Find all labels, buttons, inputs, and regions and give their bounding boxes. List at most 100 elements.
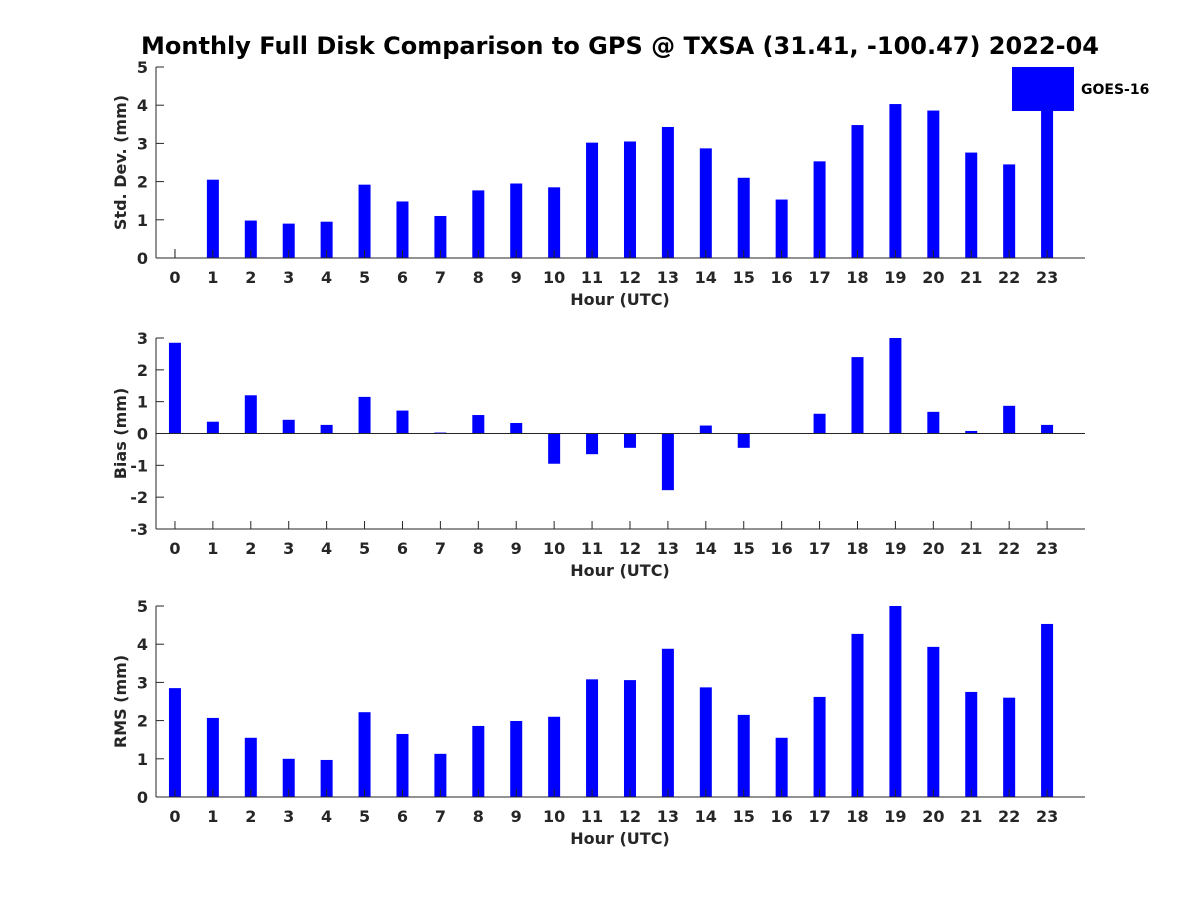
xtick-label-rms-21: 21 [960,807,982,826]
bar-rms-hour-13 [661,648,674,797]
ytick-label-stddev-4: 4 [137,96,148,115]
xlabel-stddev: Hour (UTC) [570,290,670,309]
ytick-label-rms-1: 1 [137,750,148,769]
xtick-label-rms-0: 0 [169,807,180,826]
bar-stddev-hour-14 [699,148,712,258]
xtick-label-bias-16: 16 [771,539,793,558]
xtick-label-bias-20: 20 [922,539,944,558]
bar-bias-hour-19 [889,338,902,434]
legend-label: GOES-16 [1081,82,1149,98]
xtick-label-bias-15: 15 [733,539,755,558]
ylabel-rms: RMS (mm) [111,655,130,748]
xtick-label-stddev-5: 5 [359,268,370,287]
xtick-label-bias-13: 13 [657,539,679,558]
xtick-label-stddev-1: 1 [207,268,218,287]
xlabel-bias: Hour (UTC) [570,561,670,580]
bar-bias-hour-14 [699,425,712,434]
bar-rms-hour-9 [510,720,523,797]
xtick-label-bias-12: 12 [619,539,641,558]
xtick-label-stddev-20: 20 [922,268,944,287]
bar-rms-hour-17 [813,696,826,797]
bar-rms-hour-21 [965,691,978,797]
xlabel-rms: Hour (UTC) [570,829,670,848]
ylabel-bias: Bias (mm) [111,388,130,480]
bar-stddev-hour-18 [851,125,864,258]
ytick-label-bias--3: -3 [130,520,148,539]
xtick-label-bias-21: 21 [960,539,982,558]
bar-rms-hour-5 [358,712,371,797]
xtick-label-rms-20: 20 [922,807,944,826]
xtick-label-stddev-2: 2 [245,268,256,287]
xtick-label-stddev-11: 11 [581,268,603,287]
bar-stddev-hour-11 [586,142,599,258]
bar-bias-hour-17 [813,413,826,434]
bar-rms-hour-3 [282,758,295,797]
bar-stddev-hour-19 [889,104,902,258]
xtick-label-bias-8: 8 [473,539,484,558]
xtick-label-stddev-14: 14 [695,268,717,287]
xtick-label-stddev-17: 17 [808,268,830,287]
xtick-label-bias-22: 22 [998,539,1020,558]
bar-bias-hour-10 [548,433,561,464]
xtick-label-rms-13: 13 [657,807,679,826]
bar-rms-hour-0 [168,688,181,797]
bar-stddev-hour-7 [434,215,447,258]
xtick-label-stddev-13: 13 [657,268,679,287]
xtick-label-rms-8: 8 [473,807,484,826]
ytick-label-stddev-5: 5 [137,58,148,77]
xtick-label-rms-10: 10 [543,807,565,826]
xtick-label-stddev-3: 3 [283,268,294,287]
xtick-label-stddev-21: 21 [960,268,982,287]
ytick-label-bias-2: 2 [137,361,148,380]
bar-rms-hour-22 [1003,697,1016,797]
bar-bias-hour-21 [965,430,978,434]
xtick-label-bias-9: 9 [511,539,522,558]
xtick-label-bias-19: 19 [884,539,906,558]
bar-stddev-hour-2 [244,220,257,258]
ytick-label-bias-1: 1 [137,393,148,412]
xtick-label-stddev-15: 15 [733,268,755,287]
xtick-label-bias-5: 5 [359,539,370,558]
bar-stddev-hour-12 [623,141,636,258]
bar-stddev-hour-16 [775,199,788,258]
bar-bias-hour-13 [661,433,674,491]
bar-bias-hour-15 [737,433,750,448]
xtick-label-bias-7: 7 [435,539,446,558]
bar-bias-hour-22 [1003,405,1016,434]
bar-rms-hour-15 [737,714,750,797]
xtick-label-stddev-22: 22 [998,268,1020,287]
legend: GOES-16 [1012,67,1149,111]
xtick-label-stddev-23: 23 [1036,268,1058,287]
bar-rms-hour-20 [927,646,940,797]
xtick-label-rms-17: 17 [808,807,830,826]
xtick-label-rms-7: 7 [435,807,446,826]
bar-rms-hour-6 [396,733,409,797]
ylabel-stddev: Std. Dev. (mm) [111,95,130,230]
xtick-label-bias-23: 23 [1036,539,1058,558]
xtick-label-rms-2: 2 [245,807,256,826]
ytick-label-bias-3: 3 [137,329,148,348]
ytick-label-bias-0: 0 [137,425,148,444]
bar-bias-hour-12 [623,433,636,448]
bar-bias-hour-8 [472,415,485,434]
bar-stddev-hour-8 [472,190,485,258]
bar-rms-hour-8 [472,725,485,797]
bar-stddev-hour-21 [965,152,978,258]
xtick-label-bias-17: 17 [808,539,830,558]
xtick-label-bias-1: 1 [207,539,218,558]
legend-swatch [1012,67,1074,111]
xtick-label-rms-9: 9 [511,807,522,826]
bar-rms-hour-14 [699,687,712,797]
xtick-label-stddev-4: 4 [321,268,332,287]
bar-stddev-hour-9 [510,183,523,258]
xtick-label-stddev-12: 12 [619,268,641,287]
xtick-label-rms-5: 5 [359,807,370,826]
xtick-label-rms-19: 19 [884,807,906,826]
bar-bias-hour-9 [510,423,523,434]
xtick-label-rms-18: 18 [846,807,868,826]
bar-stddev-hour-22 [1003,164,1016,258]
